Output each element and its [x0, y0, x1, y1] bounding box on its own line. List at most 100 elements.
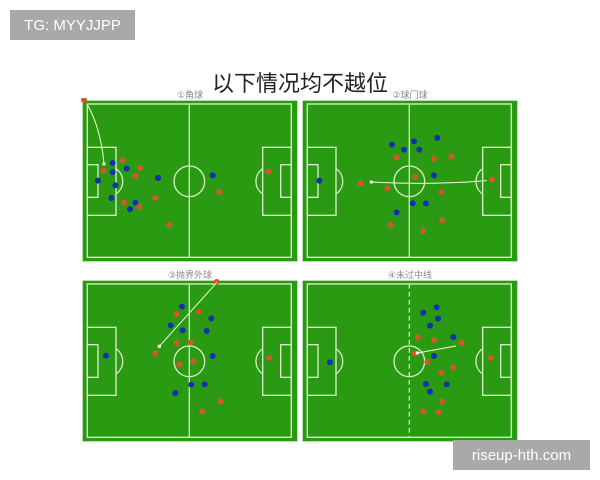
panel-label-corner-kick: ①角球 [176, 91, 204, 101]
arrow-head [415, 351, 419, 355]
arrow-head [369, 180, 373, 184]
goal-area-right [280, 164, 292, 198]
ball-path-arrow [371, 180, 487, 184]
player-red [439, 217, 445, 224]
player-red [199, 408, 205, 415]
player-red [216, 189, 223, 195]
ball-path-arrow [86, 104, 105, 165]
pitch-diagram-own-half [302, 280, 518, 442]
player-blue [103, 352, 109, 359]
player-red [136, 203, 143, 210]
player-red [137, 165, 143, 171]
player-red [190, 358, 197, 365]
penalty-arc-right [475, 348, 484, 375]
panel-label-own-half: ④未过中线 [387, 271, 433, 281]
player-blue [435, 315, 441, 322]
goal-area-left [306, 344, 319, 378]
player-blue [179, 303, 185, 310]
player-red [119, 157, 126, 164]
center-circle [173, 165, 206, 198]
player-red [450, 364, 457, 371]
ball-path-arrow [417, 345, 457, 354]
player-blue [108, 195, 115, 201]
page-title: 以下情况均不越位 [211, 72, 388, 97]
player-blue [411, 138, 417, 145]
player-red [213, 279, 220, 285]
player-blue [431, 172, 437, 179]
player-blue [401, 146, 407, 153]
player-red [173, 311, 180, 317]
player-red [152, 350, 159, 357]
player-blue [420, 309, 427, 316]
player-red [176, 361, 183, 368]
pitch-diagram-corner-kick [81, 98, 298, 262]
player-blue [433, 304, 440, 311]
player-blue [188, 381, 195, 388]
player-blue [427, 322, 433, 329]
penalty-arc-right [255, 168, 264, 195]
player-red [412, 173, 419, 180]
player-red [132, 173, 139, 179]
player-red [387, 221, 394, 228]
player-red [357, 180, 364, 187]
player-blue [389, 141, 395, 148]
player-blue [427, 388, 433, 395]
pitch-diagram-throw-in [82, 279, 298, 442]
player-blue [209, 353, 216, 359]
player-red [458, 339, 465, 346]
player-red [415, 334, 421, 341]
ball-path-arrow [158, 282, 218, 347]
player-red [100, 167, 107, 174]
player-red [217, 398, 224, 405]
player-blue [123, 165, 130, 172]
player-blue [409, 200, 416, 207]
player-red [195, 309, 202, 315]
watermark-top-left: TG: MYYJJPP [10, 10, 135, 40]
player-red [420, 228, 427, 234]
player-blue [172, 390, 179, 396]
player-blue [423, 381, 429, 387]
player-red [152, 195, 159, 201]
player-red [448, 153, 455, 160]
player-red [384, 185, 391, 191]
player-red [489, 176, 495, 183]
player-red [121, 199, 127, 206]
player-red [438, 369, 445, 376]
panel-label-goal-kick: ②球门球 [392, 91, 428, 101]
player-red [265, 168, 272, 175]
center-circle [393, 165, 426, 198]
penalty-arc-left [335, 168, 344, 195]
watermark-bottom-right: riseup-hth.com [453, 440, 590, 470]
player-red [166, 221, 173, 228]
player-blue [109, 160, 116, 166]
goal-area-right [280, 344, 292, 378]
player-blue [434, 135, 441, 141]
player-blue [167, 322, 174, 329]
player-blue [203, 328, 210, 334]
player-blue [208, 315, 215, 322]
player-blue [416, 146, 423, 153]
player-blue [209, 172, 216, 179]
player-blue [450, 334, 457, 340]
player-red [438, 189, 445, 195]
panel-label-throw-in: ③抛界外球 [167, 271, 213, 281]
player-blue [423, 200, 429, 207]
player-blue [179, 327, 186, 334]
player-red [424, 359, 431, 365]
player-blue [443, 381, 450, 388]
player-red [439, 398, 445, 405]
player-red [431, 155, 437, 162]
player-blue [155, 175, 161, 181]
penalty-arc-right [255, 348, 264, 375]
player-red [435, 409, 442, 415]
player-red [487, 355, 494, 361]
player-blue [201, 381, 208, 388]
center-circle [173, 345, 206, 378]
goal-area-right [500, 344, 512, 378]
pitch-diagram-goal-kick [302, 100, 518, 262]
penalty-arc-left [115, 348, 124, 375]
player-blue [327, 359, 333, 366]
penalty-arc-left [115, 168, 124, 195]
pitch-grass [302, 280, 518, 442]
player-red [266, 355, 273, 361]
